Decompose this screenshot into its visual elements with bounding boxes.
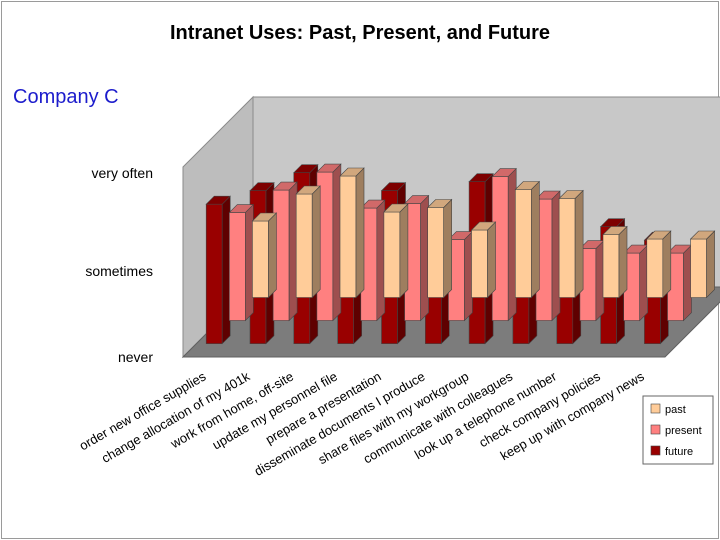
legend-label-past: past: [665, 404, 686, 416]
legend-swatch-future: [650, 445, 661, 456]
bar-present: [579, 239, 605, 322]
bar-present: [491, 167, 517, 322]
legend-label-future: future: [665, 446, 693, 458]
legend-swatch-present: [650, 424, 661, 435]
bar-past: [383, 203, 409, 299]
bar-past: [339, 167, 365, 299]
y-tick-label: never: [118, 349, 153, 365]
bar-past: [251, 212, 278, 299]
legend-swatch-past: [650, 403, 661, 414]
bar-past: [558, 189, 584, 299]
bar-past: [646, 230, 672, 299]
legend-label-present: present: [665, 425, 702, 437]
y-tick-label: very often: [92, 165, 153, 181]
bar-present: [535, 190, 561, 322]
chart-subtitle: Company C: [13, 86, 119, 108]
bar-present: [272, 181, 298, 322]
bar-past: [470, 221, 497, 299]
bar-past: [295, 185, 321, 299]
bar-past: [689, 230, 716, 299]
bar-past: [514, 180, 541, 299]
bar-past: [426, 198, 453, 299]
bar-future: [205, 195, 231, 345]
bar-present: [622, 244, 649, 322]
bar-past: [602, 225, 628, 299]
bar-present: [360, 199, 386, 322]
y-tick-label: sometimes: [85, 263, 153, 279]
bar-present: [316, 163, 342, 322]
chart-title: Intranet Uses: Past, Present, and Future: [169, 22, 551, 44]
bar-present: [403, 194, 430, 322]
bar-present: [228, 203, 255, 322]
